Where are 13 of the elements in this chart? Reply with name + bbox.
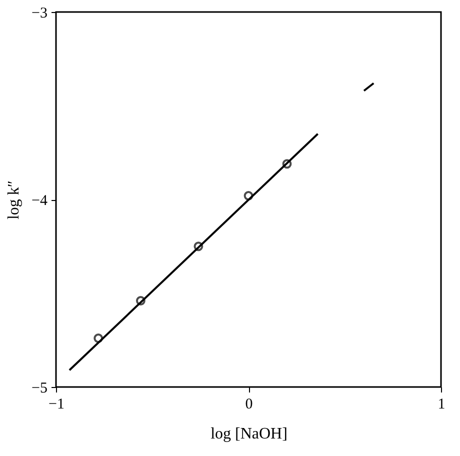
point: [94, 334, 104, 343]
x-axis-title: log [NaOH]: [210, 426, 288, 442]
x-tick-label: 1: [438, 396, 446, 412]
y-tick-label: −3: [32, 6, 48, 22]
y-tick-label: −4: [32, 193, 48, 209]
x-tick-label: 0: [245, 396, 253, 412]
y-axis-title: log k″: [6, 180, 23, 220]
point: [194, 242, 204, 252]
point: [244, 191, 254, 200]
point: [282, 159, 292, 169]
y-tick-label: −5: [32, 380, 48, 396]
point: [136, 296, 146, 306]
x-tick-label: −1: [48, 396, 64, 412]
